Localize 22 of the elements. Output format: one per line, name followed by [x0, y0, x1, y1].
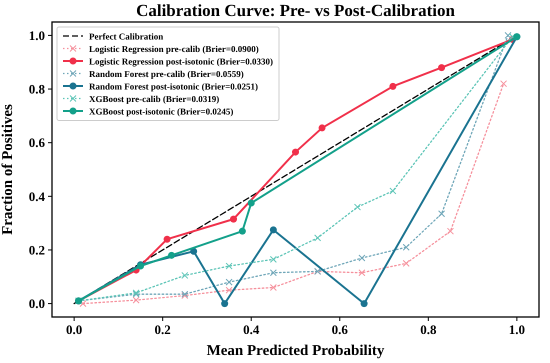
legend-label: Perfect Calibration — [89, 32, 164, 42]
x-axis-title: Mean Predicted Probability — [206, 343, 385, 359]
y-tick-label: 0.0 — [28, 296, 45, 312]
legend-label: XGBoost pre-calib (Brier=0.0319) — [89, 94, 220, 104]
legend-label: Logistic Regression post-isotonic (Brier=0.0330) — [89, 56, 273, 66]
legend-label: Random Forest pre-calib (Brier=0.0559) — [89, 69, 244, 79]
y-tick-label: 0.8 — [28, 82, 46, 97]
x-tick-label: 0.8 — [420, 322, 437, 337]
y-axis-title: Fraction of Positives — [0, 104, 16, 235]
legend-label: Random Forest post-isotonic (Brier=0.0251) — [89, 82, 258, 92]
legend-label: Logistic Regression pre-calib (Brier=0.0900) — [89, 44, 259, 54]
legend-label: XGBoost post-isotonic (Brier=0.0245) — [89, 106, 234, 116]
y-tick-label: 0.2 — [28, 242, 45, 258]
x-tick-label: 0.0 — [66, 322, 82, 337]
x-tick-label: 0.2 — [154, 322, 171, 337]
y-tick-label: 0.6 — [28, 135, 46, 150]
y-tick-label: 0.4 — [28, 188, 46, 204]
x-tick-label: 0.6 — [332, 322, 348, 337]
x-tick-label: 0.4 — [243, 322, 260, 337]
x-tick-label: 1.0 — [508, 322, 525, 337]
y-tick-label: 1.0 — [28, 28, 45, 43]
chart-title: Calibration Curve: Pre- vs Post-Calibration — [136, 1, 456, 20]
